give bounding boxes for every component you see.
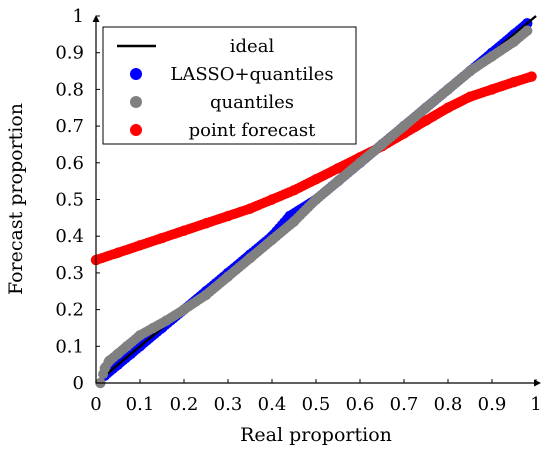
series-quantiles-point: [161, 315, 172, 326]
y-tick-label: 0.3: [55, 263, 84, 284]
legend-swatch-quantiles: [130, 96, 142, 108]
y-tick-label: 0.8: [55, 79, 84, 100]
series-point-forecast-point: [244, 203, 256, 214]
legend-label-quantiles: quantiles: [210, 92, 294, 113]
series-quantiles-point: [134, 330, 146, 341]
series-quantiles-point: [332, 175, 344, 187]
x-tick-label: 0.5: [302, 394, 331, 415]
x-tick-label: 0.7: [390, 394, 419, 415]
legend-label-point-forecast: point forecast: [189, 120, 316, 141]
series-quantiles-point: [200, 289, 212, 301]
series-point-forecast-point: [134, 240, 146, 251]
series-quantiles-point: [266, 234, 278, 246]
series-quantiles-point: [420, 102, 432, 113]
series-quantiles-point: [354, 157, 366, 168]
y-tick-label: 0.2: [55, 300, 84, 321]
x-tick-label: 0.4: [258, 394, 287, 415]
y-axis-arrow: [92, 15, 100, 22]
legend-swatch-point-forecast: [130, 124, 142, 136]
series-quantiles-point: [486, 51, 498, 62]
series-quantiles-point: [398, 120, 410, 132]
series-quantiles-point: [522, 25, 533, 36]
y-tick-label: 0.5: [55, 190, 84, 211]
y-axis-title: Forecast proportion: [5, 103, 27, 295]
series-point-forecast-point: [464, 91, 476, 102]
series-quantiles-point: [112, 348, 124, 359]
y-tick-label: 1: [73, 6, 84, 27]
plot-marks: [90, 15, 537, 389]
series-quantiles-point: [288, 216, 300, 227]
x-tick-label: 0.1: [126, 394, 155, 415]
y-tick-label: 0.4: [55, 226, 84, 247]
series-point-forecast-point: [420, 115, 432, 126]
series-point-forecast-point: [112, 247, 124, 258]
series-quantiles-point: [310, 194, 322, 205]
x-axis-title: Real proportion: [240, 424, 392, 446]
series-point-forecast-point: [288, 185, 300, 196]
x-tick-label: 0: [90, 394, 101, 415]
legend-label-ideal: ideal: [230, 36, 275, 57]
legend: ideal LASSO+quantiles quantiles point forec…: [102, 26, 357, 145]
series-quantiles-point: [244, 253, 256, 264]
series-point-forecast-point: [332, 163, 344, 174]
x-axis-arrow: [534, 379, 541, 387]
series-point-forecast-point: [156, 232, 168, 244]
series-quantiles-point: [464, 65, 476, 77]
y-tick-label: 0.6: [55, 153, 84, 174]
series-quantiles-point: [148, 322, 159, 334]
series-quantiles-point: [178, 304, 190, 315]
ticks: 0 0.1 0.2 0.3 0.4 0.5 0.6 0.7 0.8 0.9 1 0 0.1 0.2 0.3 0…: [55, 6, 541, 415]
series-quantiles-point: [508, 36, 520, 47]
series-quantiles-point: [442, 84, 454, 95]
series-quantiles-point: [222, 271, 234, 282]
y-tick-label: 0.1: [55, 336, 84, 357]
series-point-forecast-point: [200, 218, 212, 229]
series-point-forecast-point: [222, 210, 234, 222]
series-point-forecast-point: [526, 71, 537, 82]
legend-swatch-lasso-quantiles: [130, 68, 142, 80]
y-tick-label: 0.9: [55, 43, 84, 64]
x-tick-label: 0.3: [214, 394, 243, 415]
series-point-forecast-point: [508, 76, 520, 88]
legend-label-lasso-quantiles: LASSO+quantiles: [170, 64, 333, 85]
y-tick-label: 0: [73, 373, 84, 394]
x-tick-label: 0.9: [478, 394, 507, 415]
x-tick-label: 1: [530, 394, 541, 415]
x-tick-label: 0.2: [170, 394, 199, 415]
series-quantiles-point: [121, 341, 132, 352]
series-point-forecast-point: [266, 194, 278, 205]
series-point-forecast-point: [486, 84, 498, 95]
y-tick-label: 0.7: [55, 116, 84, 137]
series-point-forecast-point: [442, 102, 454, 113]
x-tick-label: 0.6: [346, 394, 375, 415]
series-quantiles-point: [104, 355, 115, 367]
x-tick-label: 0.8: [434, 394, 463, 415]
series-point-forecast-point: [310, 174, 322, 185]
series-quantiles-point: [376, 139, 388, 150]
series-point-forecast-point: [178, 225, 190, 236]
